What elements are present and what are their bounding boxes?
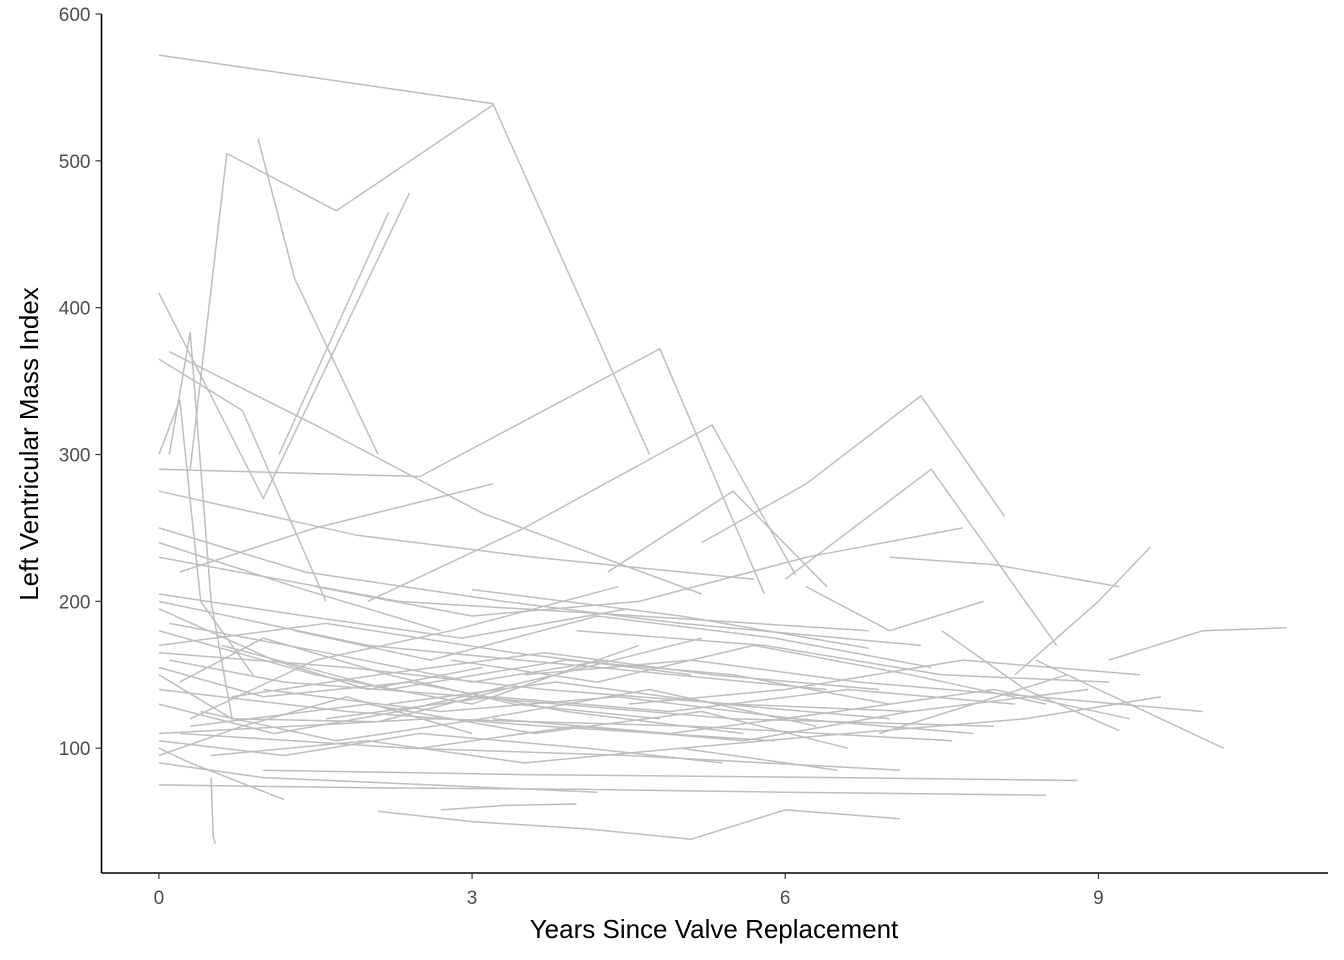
patient-line-6 xyxy=(168,331,233,719)
patient-line-24 xyxy=(158,674,504,723)
x-tick-label: 6 xyxy=(780,888,791,909)
patient-line-63 xyxy=(158,608,483,691)
patient-line-57 xyxy=(388,681,890,720)
x-axis-title: Years Since Valve Replacement xyxy=(530,914,899,944)
patient-line-14 xyxy=(784,468,1058,646)
y-tick-label: 400 xyxy=(59,299,91,320)
x-tick-label: 3 xyxy=(467,888,478,909)
patient-line-65 xyxy=(492,688,1130,735)
patient-line-35 xyxy=(158,600,828,691)
patient-line-38 xyxy=(221,644,890,705)
patient-line-51 xyxy=(158,696,473,757)
patient-line-62 xyxy=(190,703,848,749)
patient-line-66 xyxy=(158,718,953,742)
patient-line-7 xyxy=(158,358,327,602)
patient-line-17 xyxy=(1108,627,1287,661)
patient-line-28 xyxy=(378,809,901,840)
patient-line-58 xyxy=(158,556,869,632)
x-tick-label: 9 xyxy=(1093,888,1104,909)
patient-line-50 xyxy=(179,637,660,720)
patient-line-18 xyxy=(1035,659,1224,749)
patient-line-54 xyxy=(231,651,880,698)
patient-line-46 xyxy=(628,659,1141,705)
y-axis-title: Left Ventricular Mass Index xyxy=(14,287,44,601)
patient-line-39 xyxy=(158,527,921,647)
patient-line-10 xyxy=(158,348,765,595)
patient-line-69 xyxy=(158,651,911,713)
patient-line-41 xyxy=(158,541,441,632)
patient-line-22 xyxy=(472,588,869,650)
patient-line-21 xyxy=(805,586,984,632)
plot-area xyxy=(158,54,1287,844)
patient-line-9 xyxy=(168,351,702,595)
patient-line-1 xyxy=(158,54,651,455)
patient-line-56 xyxy=(294,615,932,669)
patient-line-60 xyxy=(263,688,974,735)
patient-line-53 xyxy=(158,593,629,639)
patient-line-11 xyxy=(367,424,797,603)
patient-line-64 xyxy=(451,644,1047,705)
y-tick-label: 600 xyxy=(59,5,91,26)
patient-line-59 xyxy=(211,740,838,771)
patient-line-49 xyxy=(169,622,608,683)
patient-line-2 xyxy=(189,104,494,470)
y-tick-label: 500 xyxy=(59,152,91,173)
x-tick-label: 0 xyxy=(154,888,165,909)
patient-line-31 xyxy=(263,769,1078,782)
patient-line-12 xyxy=(607,490,828,588)
patient-line-36 xyxy=(189,585,619,720)
patient-line-19 xyxy=(941,630,1120,732)
patient-line-3 xyxy=(257,138,379,455)
patient-line-29 xyxy=(440,803,577,811)
patient-line-45 xyxy=(576,629,1109,683)
patient-line-67 xyxy=(179,483,494,573)
y-tick-label: 200 xyxy=(59,592,91,613)
patient-line-42 xyxy=(325,688,1015,720)
patient-line-52 xyxy=(200,688,817,742)
patient-line-61 xyxy=(158,622,692,676)
y-tick-label: 300 xyxy=(59,446,91,467)
patient-line-13 xyxy=(701,395,1006,544)
y-tick-label: 100 xyxy=(59,739,91,760)
patient-line-43 xyxy=(419,688,1088,749)
patient-line-30 xyxy=(158,784,1047,796)
patient-line-40 xyxy=(158,490,754,581)
x-axis: 0 3 6 9 xyxy=(154,873,1104,909)
patient-line-25 xyxy=(210,777,217,844)
patient-line-15 xyxy=(889,556,1120,588)
patient-line-5 xyxy=(278,211,390,455)
patient-line-4 xyxy=(158,192,411,500)
patient-line-26 xyxy=(158,747,285,801)
patient-line-16 xyxy=(1014,546,1152,676)
patient-line-68 xyxy=(315,527,963,617)
patient-line-32 xyxy=(179,732,901,771)
patient-line-47 xyxy=(680,696,1162,749)
patient-line-44 xyxy=(524,659,1203,713)
y-axis: 100 200 300 400 500 600 xyxy=(59,5,102,760)
patient-line-8 xyxy=(158,399,254,676)
